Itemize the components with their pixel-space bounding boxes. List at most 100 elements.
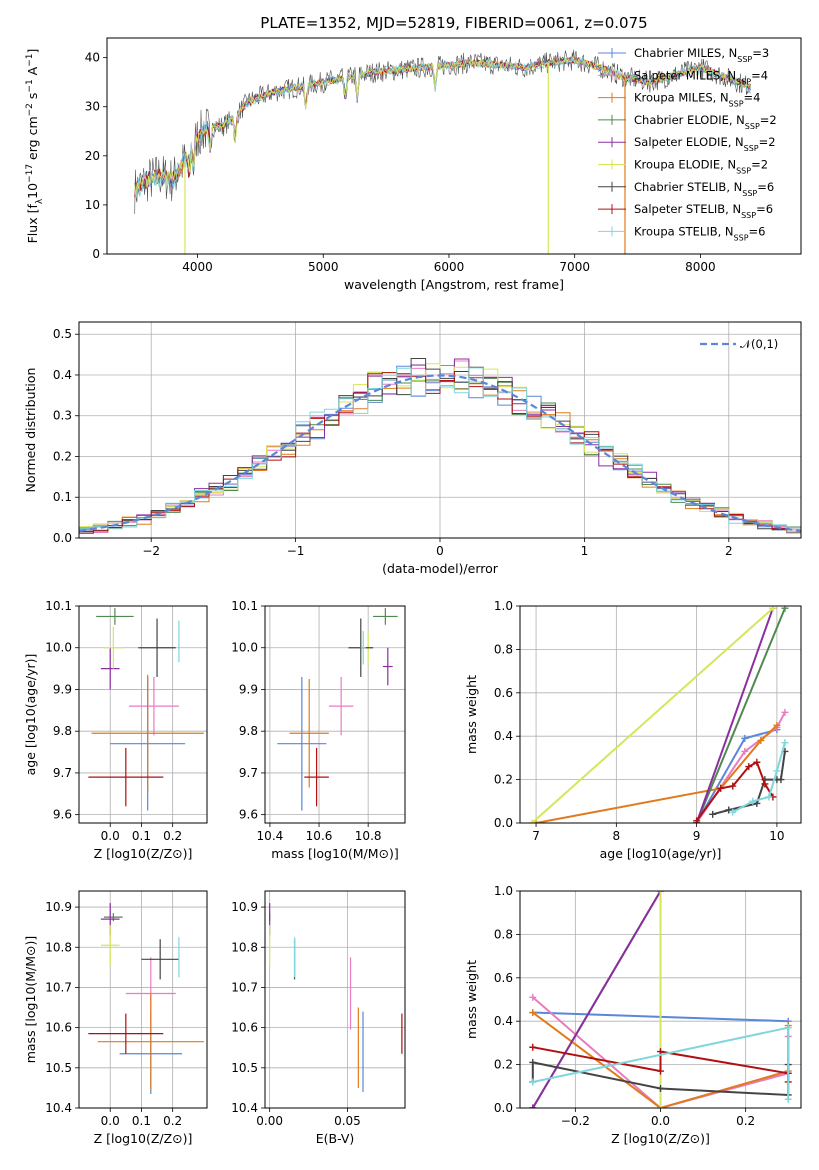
y-tick-label: 10.6 [45,1021,72,1035]
y-tick-label: 1.0 [494,884,513,898]
x-tick-label: 9 [693,829,701,843]
y-tick-label: 10.0 [45,641,72,655]
x-tick-label: 0.1 [132,1114,151,1128]
weight-marker [528,819,536,823]
plot-area [88,608,204,811]
y-axis-label-part: −1 [25,79,35,92]
axes-frame [519,890,802,1109]
y-tick-label: 0.5 [53,327,72,341]
y-tick-label: 9.6 [239,808,258,822]
x-tick-label: 8000 [685,260,716,274]
x-tick-label: 0.1 [132,829,151,843]
x-tick-label: 8 [613,829,621,843]
y-tick-label: 10.6 [231,1021,258,1035]
y-axis-label-part: s [25,93,40,104]
x-tick-label: 6000 [434,260,465,274]
x-tick-label: 10.6 [306,829,333,843]
legend-label: Salpeter MILES, NSSP=4 [634,68,768,86]
errorbar-point [103,913,123,922]
y-axis-label: age [log10(age/yr)] [23,654,38,776]
legend-label-text: Salpeter ELODIE, N [634,135,744,149]
x-axis-label: age [log10(age/yr)] [600,846,722,861]
x-tick-label: 7000 [559,260,590,274]
y-tick-label: 0.0 [494,816,513,830]
weight-marker [729,782,737,790]
x-axis-label: Z [log10(Z/Z⊙)] [94,1131,193,1146]
weight-series-4 [695,607,774,823]
legend-label: Chabrier STELIB, NSSP=6 [634,180,774,198]
legend-label-sub: SSP [741,211,756,220]
legend-label-value: =3 [752,46,769,60]
y-axis-label: Normed distribution [23,368,38,493]
errorbar-point [97,993,204,1090]
axes-frame [264,605,406,824]
weight-marker [529,1058,537,1066]
legend-label: 𝒩(0,1) [740,337,778,351]
axes-frame [519,605,802,824]
y-tick-label: 0.3 [53,409,72,423]
errorbar-point [141,939,179,980]
axes-frame [78,890,208,1109]
weight-marker [725,806,733,814]
plot-area [277,608,398,811]
weight-marker [781,708,789,716]
axes-frame [78,321,802,539]
legend-label-value: =2 [759,135,776,149]
x-tick-label: 5000 [308,260,339,274]
y-tick-label: 10.1 [231,599,258,613]
legend-label-text: Kroupa MILES, N [634,91,729,105]
y-tick-label: 9.9 [239,682,258,696]
y-tick-label: 0.6 [494,971,513,985]
legend-label-sub: SSP [729,99,744,108]
legend-label: Chabrier MILES, NSSP=3 [634,46,769,64]
plot-area [528,606,789,823]
legend-label-sub: SSP [736,166,751,175]
x-tick-label: 0.2 [736,1114,755,1128]
weight-marker [709,810,717,818]
y-tick-label: 0.4 [53,368,72,382]
y-axis-label-part: Flux [f [25,204,40,244]
weight-marker [781,739,789,747]
errorbar-point [103,626,123,669]
weight-marker [749,797,757,805]
weight-marker [784,1095,792,1103]
legend-label-text: Kroupa STELIB, N [634,224,734,238]
legend-label: Kroupa STELIB, NSSP=6 [634,224,765,242]
x-tick-label: 10.8 [355,829,382,843]
weight-marker [773,721,781,729]
plot-area [88,903,204,1094]
errorbar-point [304,747,329,807]
y-tick-label: 10.4 [231,1101,258,1115]
weight-marker [781,606,789,612]
errorbar-point [128,676,179,736]
legend-label-text: Salpeter MILES, N [634,68,736,82]
y-tick-label: 10.7 [45,980,72,994]
y-axis-label: mass [log10(M/M⊙)] [23,936,38,1064]
weight-marker [769,606,777,612]
weight-marker [717,784,725,792]
panel-residuals: −2 −1 0 1 2 0.0 0.1 0.2 0.3 0.4 0.5 (data-model)/er… [23,321,802,576]
legend-label-sub: SSP [744,144,759,153]
y-tick-label: 0.2 [494,1058,513,1072]
plot-area [269,903,403,1092]
weight-marker [757,737,765,745]
y-axis-label-part: 10 [25,183,40,199]
legend-label-value: =4 [744,91,761,105]
y-tick-label: 10.1 [45,599,72,613]
legend-label-sub: SSP [734,233,749,242]
x-tick-label: 0.0 [651,1114,670,1128]
x-tick-label: 0.00 [256,1114,283,1128]
y-tick-label: 1.0 [494,599,513,613]
weight-marker [741,734,749,742]
y-tick-label: 10.5 [45,1061,72,1075]
weight-marker [745,763,753,771]
weight-series-2 [535,724,778,823]
y-tick-label: 0.4 [494,729,513,743]
y-tick-label: 0.2 [494,773,513,787]
errorbar-point [100,647,120,690]
panel-weight_vs_age: 7 8 9 10 0.0 0.2 0.4 0.6 0.8 1.0 age [log10(age/yr… [464,599,802,861]
y-tick-label: 20 [85,149,100,163]
legend-label-text: Chabrier STELIB, N [634,180,742,194]
